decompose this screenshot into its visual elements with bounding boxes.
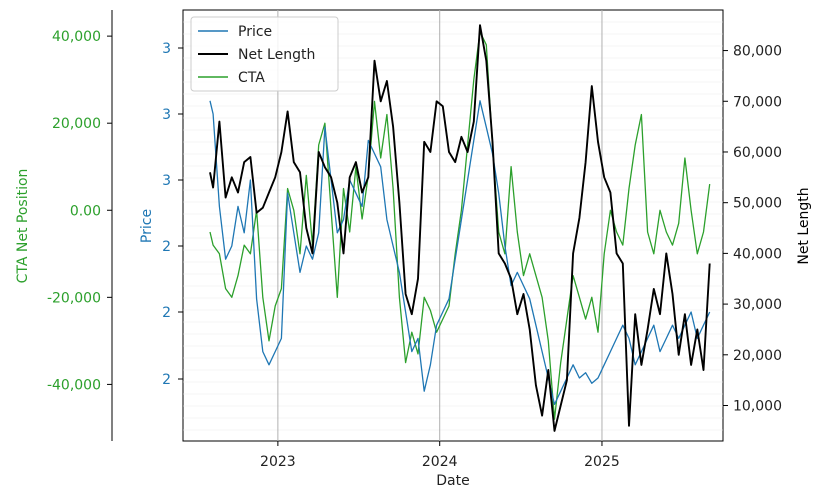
net-length-tick-label: 40,000	[733, 246, 782, 262]
net-length-tick-label: 50,000	[733, 196, 782, 212]
cta-tick-label: -20,000	[47, 290, 101, 306]
price-tick-label: 3	[162, 173, 171, 189]
net-length-tick-label: 60,000	[733, 145, 782, 161]
cta-tick-label: 40,000	[52, 29, 101, 45]
legend-box	[190, 16, 339, 92]
series-layer	[209, 24, 711, 432]
price-tick-label: 2	[162, 305, 171, 321]
net-length-tick-label: 70,000	[733, 94, 782, 110]
x-axis-label: Date	[436, 473, 469, 489]
price-tick-label: 3	[162, 41, 171, 57]
x-tick-label: 2024	[422, 454, 458, 470]
net-length-tick-label: 10,000	[733, 399, 782, 415]
grid	[183, 10, 723, 441]
plot-frame	[182, 9, 724, 442]
net-length-tick-label: 20,000	[733, 348, 782, 364]
cta-tick-label: 20,000	[52, 116, 101, 132]
axes: 2023 2024 2025 10,000 20,000 30,000 40,000 50,0…	[47, 29, 782, 470]
x-tick-label: 2023	[260, 454, 296, 470]
net-length-tick-label: 30,000	[733, 297, 782, 313]
net-length-series-line	[209, 24, 711, 432]
cta-series-line	[209, 31, 711, 420]
price-tick-label: 2	[162, 372, 171, 388]
price-tick-label: 3	[162, 107, 171, 123]
legend-entry-cta: CTA	[238, 70, 265, 86]
cta-tick-label: -40,000	[47, 377, 101, 393]
legend-entry-price: Price	[238, 24, 272, 40]
net-length-axis-label: Net Length	[796, 187, 812, 264]
price-tick-label: 2	[162, 239, 171, 255]
x-tick-label: 2025	[584, 454, 620, 470]
cta-axis-label: CTA Net Position	[15, 169, 31, 284]
legend: Price Net Length CTA	[190, 16, 339, 92]
cta-tick-label: 0.00	[70, 203, 101, 219]
price-axis-label: Price	[139, 209, 155, 243]
net-length-tick-label: 80,000	[733, 44, 782, 60]
legend-entry-net-length: Net Length	[238, 47, 315, 63]
